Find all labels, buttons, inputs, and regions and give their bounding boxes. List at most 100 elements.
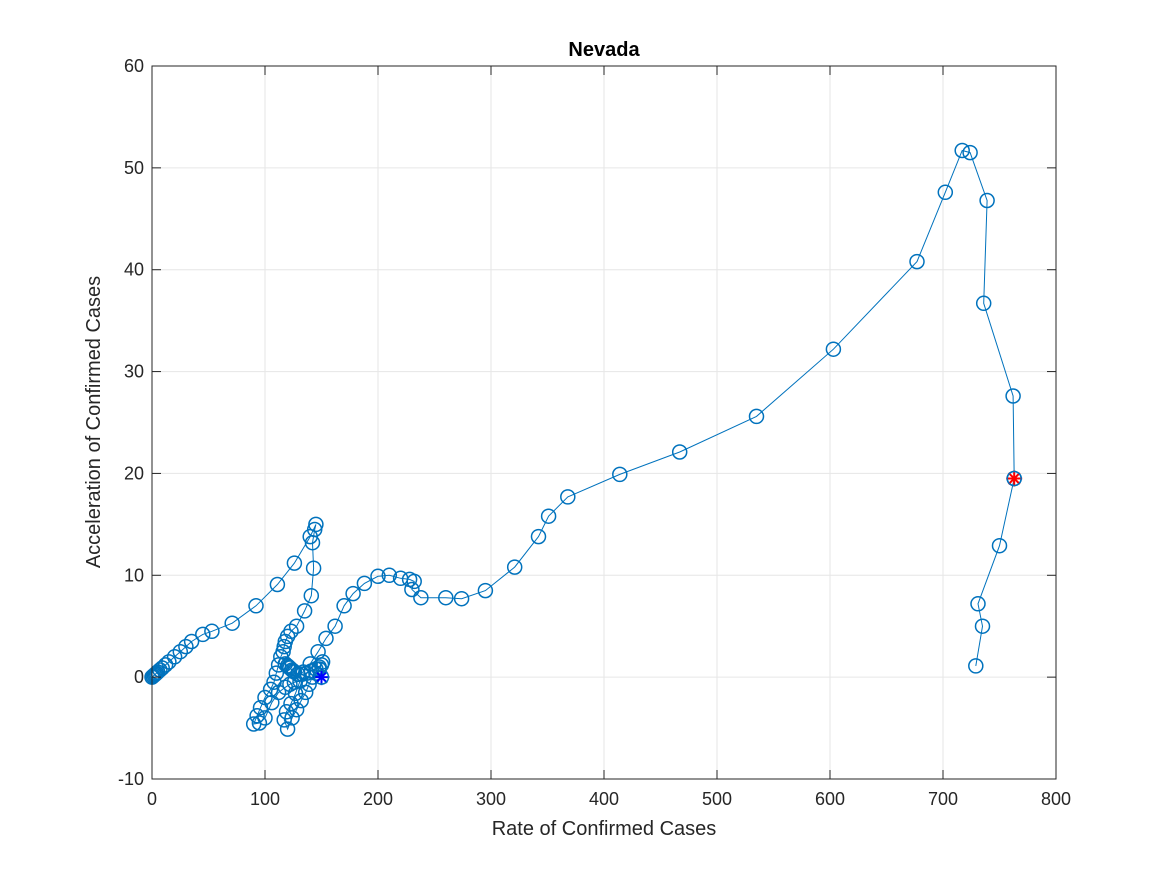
y-tick-label: -10 [118,769,144,789]
data-point [530,528,547,545]
y-tick-label: 20 [124,463,144,483]
data-point [968,658,984,674]
data-point [381,567,398,584]
x-tick-label: 800 [1041,789,1071,809]
data-point [297,684,314,701]
data-point [161,654,177,670]
y-axis-label: Acceleration of Confirmed Cases [83,276,105,568]
data-point [277,633,294,650]
data-point [303,587,320,604]
data-point [251,715,268,731]
data-point [302,656,318,672]
data-point [288,701,305,718]
data-point [183,633,200,650]
data-point [279,721,296,737]
data-point [356,575,373,592]
data-point [962,144,978,161]
data-point [477,582,494,599]
data-point [748,408,765,425]
data-point [909,253,925,270]
y-tick-label: 50 [124,158,144,178]
data-point [195,626,211,643]
data-point [257,710,273,726]
chart-title: Nevada [568,39,640,61]
data-point [974,618,991,634]
data-point [310,643,326,660]
data-point [276,712,292,728]
data-point [404,581,420,598]
data-point [286,674,303,690]
x-tick-label: 400 [589,789,619,809]
data-point [937,184,954,201]
ticks: 0 100 200 300 400 500 600 700 800-10010203040506… [118,56,1071,809]
data-point [172,643,189,660]
data-point [286,555,303,571]
data-point [954,142,970,159]
data-point [296,603,313,619]
x-tick-label: 200 [363,789,393,809]
data-point [406,573,422,590]
data-point [224,615,240,631]
data-point [157,657,174,673]
start-marker-stroke [315,670,328,684]
y-tick-label: 40 [124,260,144,280]
x-tick-label: 0 [147,789,157,809]
data-point [413,589,429,606]
data-point [612,466,628,483]
data-point [506,559,523,575]
data-point [278,704,295,720]
data-point [285,663,302,679]
data-point [248,598,264,614]
data-point [975,295,992,312]
data-point [979,192,995,209]
data-point [270,657,287,673]
marker-layer [313,470,1023,686]
data-point [970,596,986,612]
end-marker-stroke [1007,472,1021,485]
data-point [1005,388,1021,404]
x-tick-label: 600 [815,789,845,809]
data-point [318,630,334,647]
x-tick-label: 300 [476,789,506,809]
data-point [294,666,311,682]
data-point [148,665,165,681]
data-point [279,658,296,674]
x-tick-label: 500 [702,789,732,809]
data-point [671,444,688,460]
data-point [249,708,265,724]
data-point [284,710,300,726]
data-point [438,589,454,606]
data-point [453,590,470,607]
x-axis-label: Rate of Confirmed Cases [492,818,717,840]
data-point [327,618,343,634]
data-point [336,598,352,614]
data-point [288,618,305,634]
data-point [560,489,576,505]
data-point [166,649,183,665]
series-layer [144,142,1022,737]
y-tick-label: 10 [124,565,144,585]
data-point [304,534,321,551]
data-point [345,585,361,602]
end-marker [1006,470,1023,487]
data-point [269,576,286,593]
y-tick-label: 0 [134,667,144,687]
start-marker [313,669,330,686]
data-point [825,341,842,357]
end-marker-circle [1006,470,1022,487]
data-point [268,665,285,681]
y-tick-label: 30 [124,362,144,382]
y-tick-label: 60 [124,56,144,76]
x-tick-label: 700 [928,789,958,809]
data-point [370,568,386,585]
series-line [151,149,1015,731]
data-point [540,508,557,524]
data-point [276,638,292,655]
x-tick-label: 100 [250,789,280,809]
data-point [305,560,322,576]
start-marker-circle [313,669,330,685]
data-point [991,537,1008,554]
data-point [178,638,194,655]
